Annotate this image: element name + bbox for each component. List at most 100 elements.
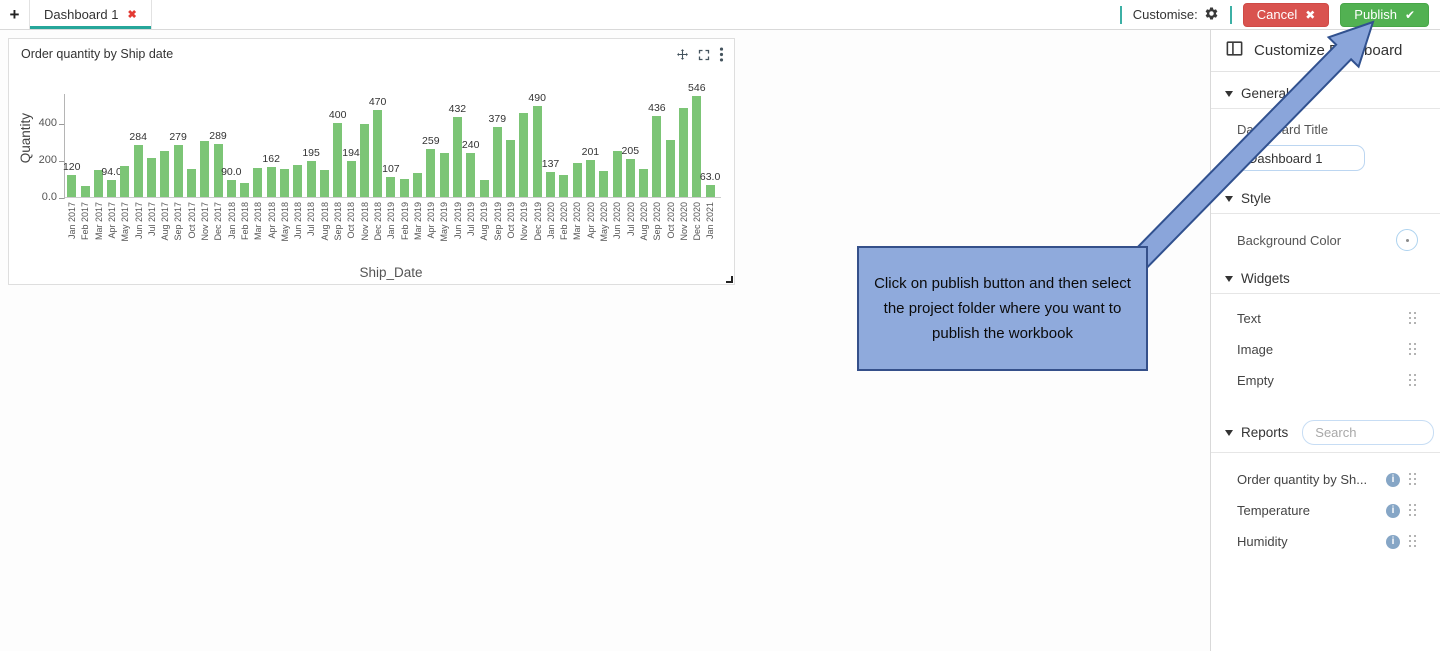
chart-panel[interactable]: Order quantity by Ship date Quantity 400… (8, 38, 735, 285)
chart-bar[interactable] (439, 152, 449, 197)
color-swatch[interactable] (1396, 229, 1418, 251)
chart-bar[interactable] (120, 165, 130, 197)
chart-bar[interactable] (599, 171, 609, 197)
chart-bar[interactable] (572, 162, 582, 197)
report-item-order-quantity-by-sh[interactable]: Order quantity by Sh... i (1211, 464, 1440, 495)
gear-icon[interactable] (1204, 6, 1219, 24)
section-widgets[interactable]: Widgets (1211, 271, 1440, 286)
chart-bar[interactable] (559, 174, 569, 197)
publish-button[interactable]: Publish ✔ (1340, 2, 1429, 27)
x-tick-label: Jul 2018 (306, 202, 317, 237)
chart-bar[interactable] (399, 179, 409, 197)
drag-handle-icon[interactable] (1409, 374, 1417, 387)
section-general[interactable]: General (1211, 86, 1440, 101)
report-item-temperature[interactable]: Temperature i (1211, 495, 1440, 526)
chart-bar[interactable] (546, 171, 555, 197)
chart-bar[interactable] (213, 143, 223, 197)
report-item-humidity[interactable]: Humidity i (1211, 526, 1440, 557)
chart-bar[interactable] (625, 159, 635, 197)
resize-handle[interactable] (726, 276, 733, 283)
chart-bar[interactable] (160, 150, 170, 197)
expand-icon[interactable] (698, 49, 710, 61)
chart-bar[interactable] (413, 172, 422, 197)
drag-handle-icon[interactable] (1409, 343, 1417, 356)
chart-bar[interactable] (373, 110, 383, 197)
kebab-menu-icon[interactable] (719, 47, 724, 62)
drag-handle-icon[interactable] (1409, 473, 1417, 486)
dashboard-title-input[interactable] (1237, 145, 1365, 171)
chart-bar[interactable] (585, 159, 595, 197)
chart-bar[interactable] (665, 139, 675, 197)
move-icon[interactable] (676, 48, 689, 61)
report-item-label: Humidity (1237, 534, 1288, 549)
chart-bar[interactable] (506, 139, 516, 197)
chart-bar[interactable] (93, 170, 103, 197)
x-tick-label: Sep 2020 (652, 202, 663, 241)
report-list: Order quantity by Sh... i Temperature i Humi… (1211, 464, 1440, 557)
chart-bar[interactable] (333, 123, 343, 197)
drag-handle-icon[interactable] (1409, 504, 1417, 517)
customise-button[interactable]: Customise: (1133, 6, 1219, 24)
chart-bar[interactable] (240, 183, 250, 197)
tab-close-icon[interactable]: ✖ (127, 9, 137, 21)
x-tick-label: May 2020 (599, 202, 609, 242)
chart-bar[interactable] (479, 180, 489, 197)
chart-bar[interactable] (612, 150, 622, 197)
add-tab-button[interactable]: + (0, 0, 30, 29)
chart-bar[interactable] (319, 170, 329, 197)
widget-item-empty[interactable]: Empty (1211, 365, 1440, 396)
x-tick-label: Feb 2020 (559, 202, 570, 241)
chart-bar[interactable] (226, 180, 236, 197)
chart-bar[interactable] (253, 168, 263, 197)
active-tab-underline (30, 26, 151, 29)
x-tick-label: May 2018 (279, 202, 290, 242)
chart-bar[interactable] (692, 96, 702, 197)
chart-bar[interactable] (200, 140, 210, 197)
info-icon[interactable]: i (1386, 472, 1400, 487)
chart-bar[interactable] (280, 169, 289, 197)
chart-bar[interactable] (80, 185, 90, 197)
chart-bar[interactable] (67, 174, 77, 197)
widget-item-text[interactable]: Text (1211, 303, 1440, 334)
chart-bar[interactable] (359, 123, 369, 197)
x-tick-label: Feb 2018 (239, 202, 250, 241)
tab-dashboard-1[interactable]: Dashboard 1 ✖ (30, 0, 152, 29)
drag-handle-icon[interactable] (1409, 312, 1417, 325)
cancel-button[interactable]: Cancel ✖ (1242, 2, 1330, 27)
chart-bar[interactable] (306, 160, 316, 197)
chart-bar[interactable] (266, 167, 276, 197)
dashboard-title-label: Dashboard Title (1237, 122, 1329, 137)
chart-bar[interactable] (519, 112, 529, 197)
chart-bar[interactable] (346, 161, 356, 197)
bar-value-label: 120 (62, 160, 81, 173)
drag-handle-icon[interactable] (1409, 535, 1417, 548)
reports-search-input[interactable] (1302, 420, 1435, 445)
chart-bar[interactable] (107, 179, 117, 197)
chart-bar[interactable] (293, 164, 303, 197)
chart-bar[interactable] (705, 185, 715, 197)
chart-bar[interactable] (452, 117, 462, 197)
chart-bar[interactable] (133, 144, 143, 197)
bar-value-label: 546 (688, 82, 706, 94)
widget-item-image[interactable]: Image (1211, 334, 1440, 365)
chart-bar[interactable] (652, 116, 662, 197)
chart-bar[interactable] (186, 169, 196, 197)
bar-value-label: 90.0 (221, 166, 242, 179)
chart-bar[interactable] (639, 169, 649, 197)
info-icon[interactable]: i (1386, 534, 1400, 549)
chart-bar[interactable] (147, 158, 156, 197)
section-style[interactable]: Style (1211, 191, 1440, 206)
info-icon[interactable]: i (1386, 503, 1400, 518)
chart-bar[interactable] (426, 149, 436, 197)
x-tick-label: Jul 2019 (466, 202, 476, 237)
chart-bar[interactable] (466, 152, 476, 197)
chart-bar[interactable] (173, 145, 183, 197)
chart-bar[interactable] (492, 126, 502, 197)
section-reports[interactable]: Reports (1211, 420, 1440, 445)
widget-list: Text Image Empty (1211, 303, 1440, 396)
chart-bar[interactable] (386, 177, 396, 197)
layout-icon (1225, 39, 1244, 62)
chart-bar[interactable] (679, 108, 688, 197)
bar-value-label: 436 (648, 102, 666, 115)
chart-bar[interactable] (532, 106, 542, 197)
